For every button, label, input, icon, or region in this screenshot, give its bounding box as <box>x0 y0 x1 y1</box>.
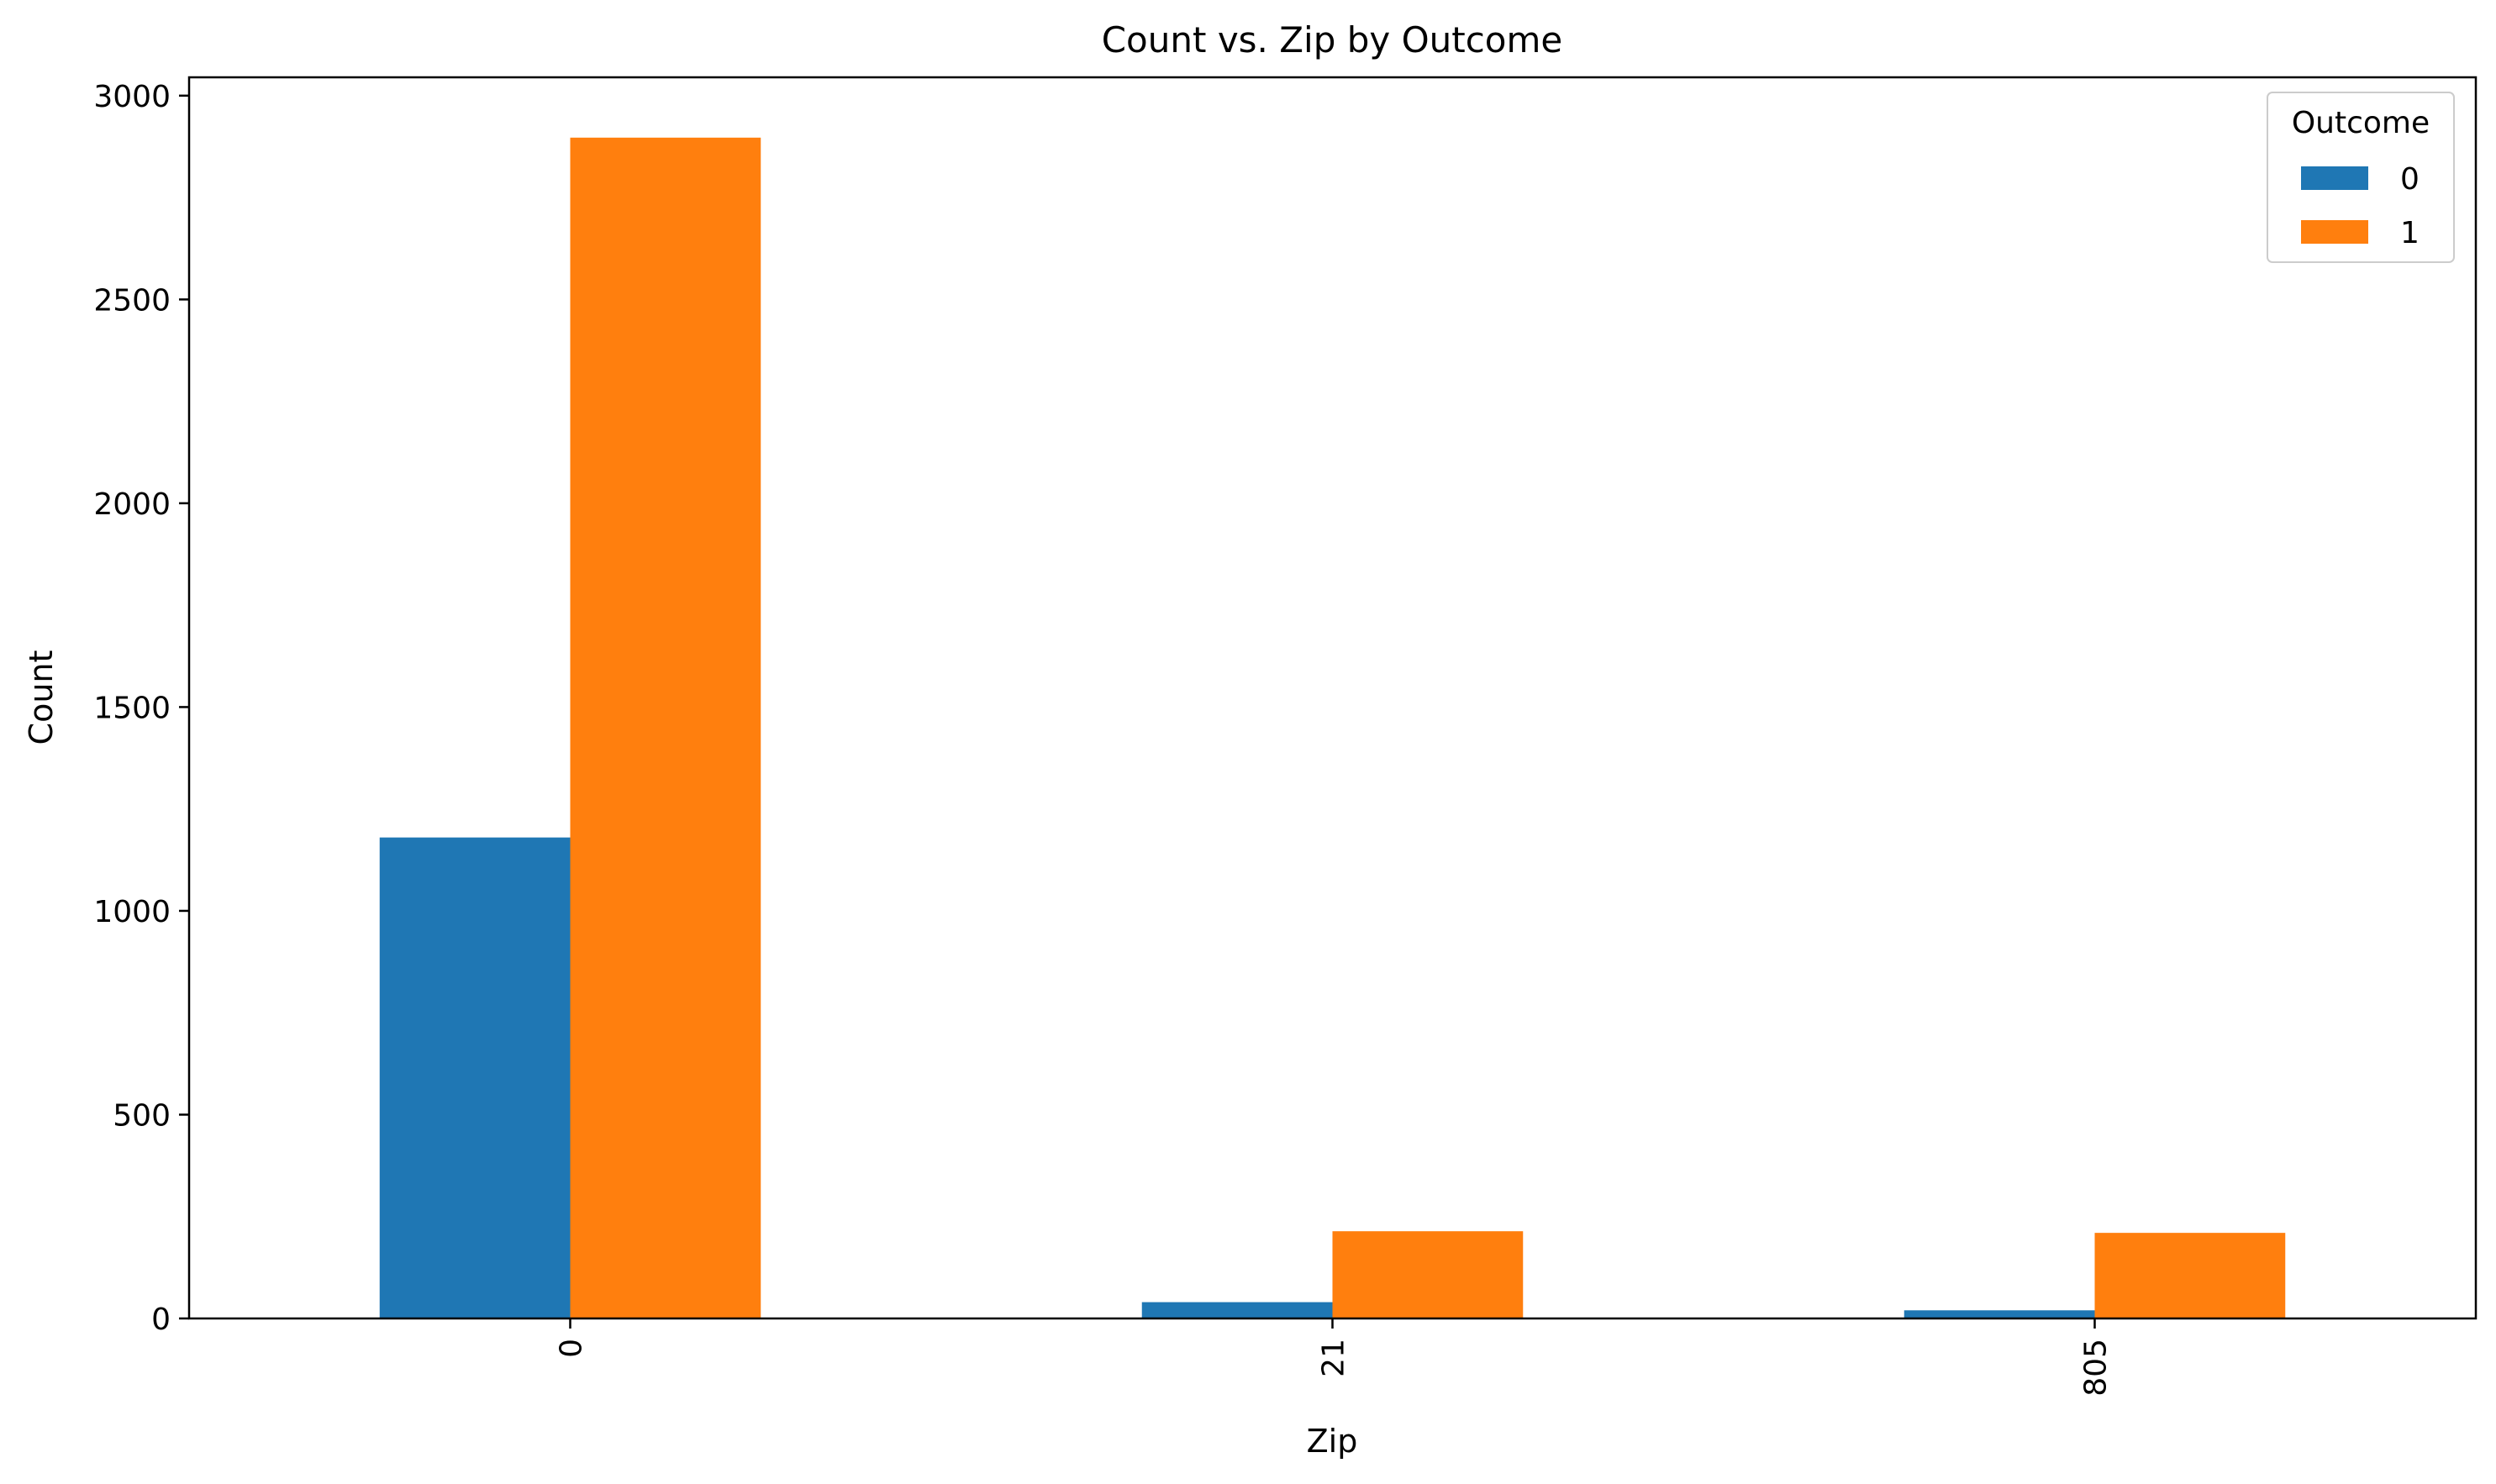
y-tick-label: 1000 <box>93 895 171 929</box>
y-tick-label: 3000 <box>93 80 171 114</box>
y-tick-label: 2000 <box>93 487 171 522</box>
y-axis: 0 500 1000 1500 2000 2500 3000 <box>93 80 189 1337</box>
bars-layer <box>379 137 2286 1318</box>
x-tick-label: 805 <box>2079 1339 2114 1397</box>
bar-zip-805-outcome-1 <box>2094 1233 2286 1318</box>
legend-swatch-0 <box>2301 166 2368 190</box>
bar-zip-805-outcome-0 <box>1904 1310 2095 1318</box>
y-tick-label: 0 <box>151 1302 171 1337</box>
legend: Outcome 0 1 <box>2267 92 2455 263</box>
x-axis: 0 21 805 <box>555 1318 2114 1397</box>
bar-zip-0-outcome-1 <box>570 137 761 1318</box>
legend-title: Outcome <box>2292 106 2430 140</box>
legend-swatch-1 <box>2301 220 2368 244</box>
bar-zip-21-outcome-1 <box>1332 1231 1524 1318</box>
legend-label-0: 0 <box>2400 162 2420 197</box>
y-tick-label: 1500 <box>93 691 171 725</box>
bar-zip-21-outcome-0 <box>1141 1302 1333 1318</box>
bar-zip-0-outcome-0 <box>379 837 571 1318</box>
chart-title: Count vs. Zip by Outcome <box>1102 19 1563 61</box>
x-tick-label: 21 <box>1317 1339 1351 1377</box>
y-axis-label: Count <box>23 650 60 745</box>
x-tick-label: 0 <box>555 1339 589 1358</box>
plot-frame <box>187 76 2478 1320</box>
x-axis-label: Zip <box>1307 1423 1358 1460</box>
legend-label-1: 1 <box>2400 216 2420 250</box>
y-tick-label: 2500 <box>93 283 171 318</box>
y-tick-label: 500 <box>113 1098 171 1133</box>
